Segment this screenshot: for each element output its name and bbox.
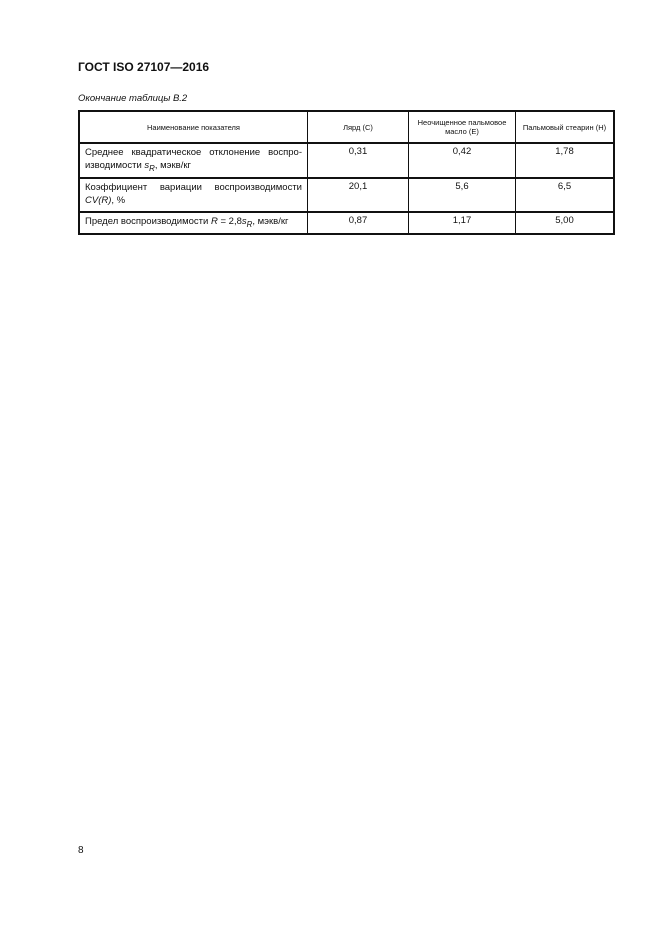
column-header: Пальмовый стеарин (Н)	[515, 110, 615, 144]
column-header: Лярд (С)	[307, 110, 409, 144]
table-caption: Окончание таблицы В.2	[78, 93, 188, 104]
data-table: Наименование показателя Лярд (С) Неочище…	[78, 110, 615, 235]
row-label: Предел воспроизводимости R = 2,8sR, мэкв…	[78, 210, 308, 235]
cell-value: 5,6	[408, 176, 516, 213]
cell-value: 20,1	[307, 176, 409, 213]
cell-value: 6,5	[515, 176, 615, 213]
cell-value: 1,17	[408, 210, 516, 235]
cell-value: 0,87	[307, 210, 409, 235]
cell-value: 1,78	[515, 142, 615, 179]
table-row: Коэффициент вариации воспроизводимости C…	[78, 176, 615, 213]
column-header: Неочищенное пальмовое масло (Е)	[408, 110, 516, 144]
document-title: ГОСТ ISO 27107—2016	[78, 60, 210, 74]
cell-value: 0,31	[307, 142, 409, 179]
cell-value: 5,00	[515, 210, 615, 235]
table-header-row: Наименование показателя Лярд (С) Неочище…	[78, 110, 615, 144]
row-label: Коэффициент вариации воспроизводимости C…	[78, 176, 308, 213]
row-label: Среднее квадратическое отклонение воспро…	[78, 142, 308, 179]
page-number: 8	[78, 845, 84, 856]
table-row: Среднее квадратическое отклонение воспро…	[78, 142, 615, 179]
cell-value: 0,42	[408, 142, 516, 179]
table-row: Предел воспроизводимости R = 2,8sR, мэкв…	[78, 210, 615, 235]
column-header: Наименование показателя	[78, 110, 308, 144]
